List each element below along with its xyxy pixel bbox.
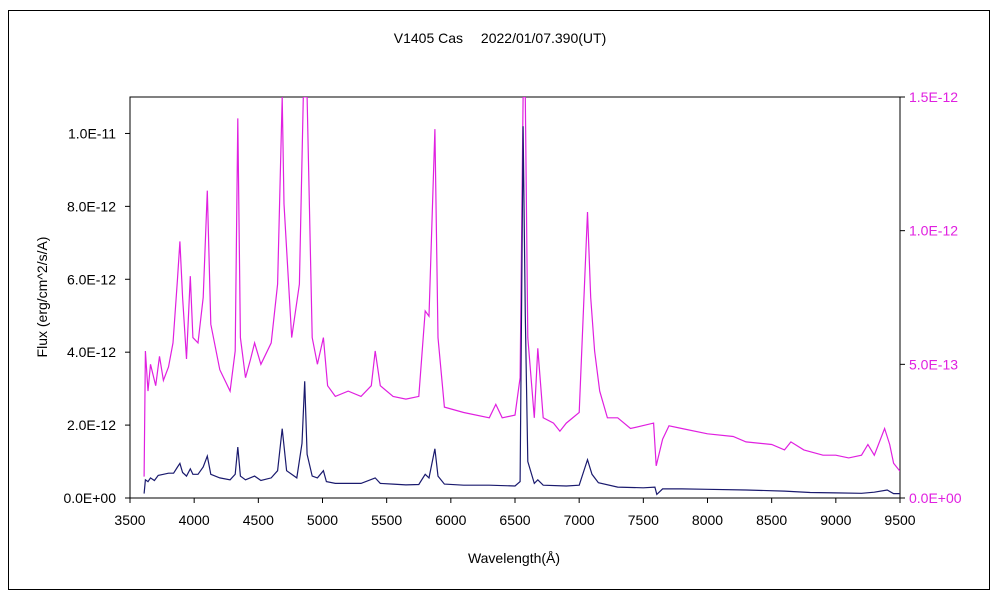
y-left-tick-label: 0.0E+00 [63,490,116,506]
y-left-tick-label: 4.0E-12 [67,344,116,360]
x-axis-label: Wavelength(Å) [468,550,560,566]
y-left-tick-label: 6.0E-12 [67,271,116,287]
plot-area [129,96,901,499]
y-left-tick-label: 2.0E-12 [67,417,116,433]
y-axis-label: Flux (erg/cm^2/s/A) [34,237,50,358]
y-axis-left: 0.0E+00 2.0E-12 4.0E-12 6.0E-12 8.0E-12 1.0E-… [63,125,130,506]
y-right-tick-label: 1.0E-12 [909,223,958,239]
chart-frame [8,10,990,590]
x-tick-label: 3500 [114,512,145,528]
y-left-tick-label: 8.0E-12 [67,198,116,214]
y-right-tick-label: 5.0E-13 [909,356,958,372]
x-tick-label: 8500 [756,512,787,528]
x-tick-label: 7000 [564,512,595,528]
x-tick-label: 8000 [692,512,723,528]
x-tick-label: 4000 [179,512,210,528]
y-left-tick-label: 1.0E-11 [68,125,116,141]
y-axis-right: 0.0E+00 5.0E-13 1.0E-12 1.5E-12 [900,89,962,506]
spectrum-line-navy [143,126,900,496]
x-tick-label: 9500 [884,512,915,528]
x-tick-label: 5000 [307,512,338,528]
y-right-tick-label: 0.0E+00 [909,490,962,506]
x-tick-label: 9000 [820,512,851,528]
spectrum-line-magenta [143,97,900,477]
x-axis: 3500 4000 4500 5000 5500 6000 6500 7000 7500 8000… [114,498,916,528]
chart-title: V1405 Cas 2022/01/07.390(UT) [394,30,606,46]
x-tick-label: 4500 [243,512,274,528]
x-tick-label: 6000 [435,512,466,528]
y-right-tick-label: 1.5E-12 [909,89,958,105]
x-tick-label: 5500 [371,512,402,528]
x-tick-label: 6500 [499,512,530,528]
x-tick-label: 7500 [628,512,659,528]
series-group [143,97,900,496]
